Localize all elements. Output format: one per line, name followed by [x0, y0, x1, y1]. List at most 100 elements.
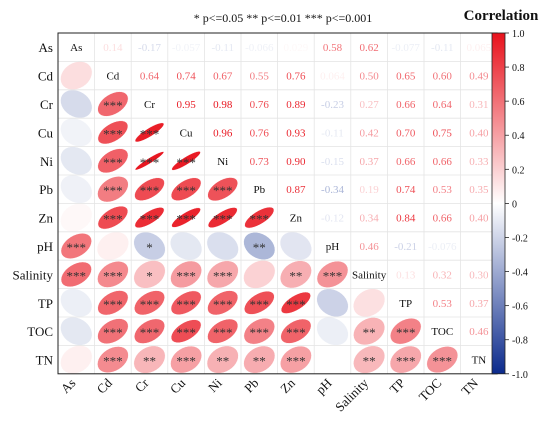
column-label: TOC	[416, 375, 445, 404]
significance-mark: ***	[140, 183, 160, 198]
correlation-value: 0.065	[467, 42, 492, 54]
correlation-ellipse	[133, 231, 166, 261]
significance-mark: ***	[103, 354, 123, 369]
correlation-ellipse	[353, 345, 386, 374]
heatmap-cells: As 0.14 -0.17 -0.057 -0.11 -0.066 0.029 0.58 0.6…	[60, 42, 492, 375]
correlation-ellipse	[316, 288, 349, 318]
column-label: Cd	[94, 375, 116, 397]
row-labels: As Cd Cr Cu Ni Pb Zn pH Salinity TP TOC TN	[13, 40, 54, 367]
significance-mark: ***	[323, 268, 343, 283]
correlation-value: 0.32	[433, 269, 452, 281]
correlation-value: 0.46	[359, 241, 379, 253]
correlation-value: -0.11	[211, 42, 234, 54]
correlation-ellipse	[280, 345, 312, 374]
correlation-ellipse	[243, 345, 276, 374]
significance-mark: **	[143, 354, 156, 369]
column-label: As	[58, 375, 79, 396]
significance-mark: ***	[103, 155, 123, 170]
correlation-ellipse	[60, 261, 92, 288]
correlation-ellipse	[280, 260, 312, 289]
column-label: Salinity	[332, 375, 372, 415]
correlation-ellipse	[97, 346, 129, 373]
correlation-ellipse	[316, 316, 349, 346]
colorbar-tick-label: -1.0	[512, 370, 528, 381]
correlation-value: -0.12	[321, 213, 344, 225]
colorbar-tick-label: 0.6	[512, 97, 525, 108]
correlation-value: -0.077	[391, 42, 420, 54]
correlation-value: 0.62	[359, 42, 378, 54]
colorbar: -1.0 -0.8 -0.6 -0.4 -0.2 0 0.2 0.4 0.6 0.8 1.0	[491, 29, 528, 381]
chart-title: Correlation	[464, 8, 539, 24]
correlation-value: 0.76	[250, 99, 270, 111]
correlation-value: 0.95	[176, 99, 196, 111]
correlation-value: 0.40	[469, 213, 489, 225]
correlation-value: 0.64	[433, 99, 453, 111]
diagonal-label: Pb	[253, 184, 265, 196]
correlation-ellipse	[279, 231, 312, 261]
significance-mark: ***	[103, 325, 123, 340]
correlation-ellipse	[134, 122, 165, 143]
correlation-ellipse	[134, 177, 165, 201]
correlation-ellipse	[60, 203, 93, 233]
correlation-ellipse	[97, 205, 129, 230]
column-label: TN	[458, 375, 481, 398]
correlation-ellipse	[97, 91, 129, 117]
correlation-value: 0.31	[469, 99, 488, 111]
colorbar-tick-label: -0.4	[512, 268, 528, 279]
significance-mark: ***	[286, 297, 306, 312]
significance-mark: ***	[140, 155, 160, 170]
correlation-ellipse	[60, 233, 92, 259]
diagonal-label: Zn	[290, 213, 303, 225]
colorbar-gradient	[491, 32, 506, 375]
significance-mark: ***	[213, 268, 233, 283]
diagonal-label: TOC	[431, 326, 453, 338]
row-label: Cd	[38, 69, 54, 84]
correlation-ellipse	[60, 117, 93, 147]
correlation-value: -0.15	[321, 156, 344, 168]
significance-mark: ***	[433, 354, 453, 369]
correlation-ellipse	[390, 318, 422, 345]
column-label: Cr	[132, 375, 152, 395]
significance-mark: ***	[286, 325, 306, 340]
correlation-value: -0.057	[172, 42, 201, 54]
correlation-value: 0.66	[433, 213, 453, 225]
column-label: Zn	[277, 375, 298, 396]
significance-mark: **	[216, 354, 229, 369]
correlation-value: 0.19	[359, 184, 379, 196]
column-label: Pb	[241, 375, 261, 395]
row-label: pH	[37, 239, 53, 254]
significance-mark: **	[363, 354, 376, 369]
row-label: Ni	[40, 154, 53, 169]
correlation-ellipse	[97, 290, 129, 316]
significance-mark: ***	[250, 212, 270, 227]
correlation-value: -0.21	[394, 241, 417, 253]
significance-mark: *	[146, 240, 153, 255]
correlation-value: 0.029	[284, 42, 309, 54]
correlation-value: -0.066	[245, 42, 274, 54]
correlation-ellipse	[170, 290, 202, 315]
correlation-value: 0.76	[250, 127, 270, 139]
correlation-ellipse	[134, 207, 165, 229]
significance-mark: ***	[140, 325, 160, 340]
correlation-value: -0.11	[321, 127, 344, 139]
diagonal-label: Cu	[180, 127, 193, 139]
correlation-value: 0.98	[213, 99, 233, 111]
correlation-value: 0.66	[396, 99, 416, 111]
correlation-ellipse	[206, 345, 239, 374]
correlation-value: 0.55	[250, 71, 270, 83]
diagonal-label: As	[70, 42, 82, 54]
diagonal-label: TP	[399, 298, 412, 310]
significance-mark: *	[146, 268, 153, 283]
correlation-value: 0.46	[469, 326, 489, 338]
correlation-value: -0.076	[428, 241, 457, 253]
correlation-value: 0.40	[469, 127, 489, 139]
correlation-ellipse	[243, 232, 276, 260]
correlation-ellipse	[207, 290, 239, 316]
significance-note: * p<=0.05 ** p<=0.01 *** p<=0.001	[194, 11, 373, 25]
correlation-value: 0.13	[396, 269, 416, 281]
correlation-value: 0.60	[433, 71, 453, 83]
significance-mark: **	[253, 354, 266, 369]
correlation-value: 0.76	[286, 71, 306, 83]
